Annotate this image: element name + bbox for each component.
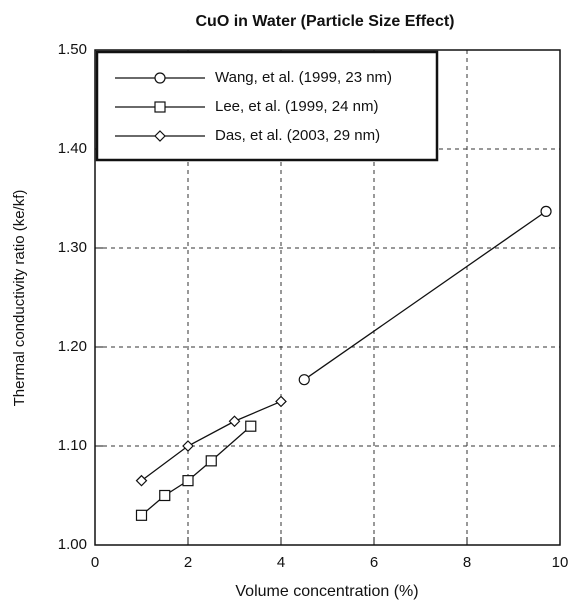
- marker: [135, 509, 148, 521]
- legend-marker: [154, 130, 166, 142]
- legend-marker: [154, 72, 166, 84]
- marker: [275, 395, 287, 408]
- y-tick-label: 1.50: [58, 41, 87, 58]
- series-line: [141, 425, 252, 516]
- series-line: [141, 400, 282, 482]
- legend-marker: [154, 101, 166, 113]
- y-tick-label: 1.10: [58, 437, 87, 454]
- marker: [228, 415, 241, 428]
- x-tick-label: 2: [184, 554, 192, 571]
- legend-box: [95, 50, 439, 162]
- y-tick-label: 1.00: [58, 536, 87, 553]
- marker: [540, 205, 552, 217]
- x-axis-label: Volume concentration (%): [235, 583, 418, 600]
- marker: [182, 475, 194, 487]
- chart-title: CuO in Water (Particle Size Effect): [195, 13, 454, 30]
- marker: [182, 440, 194, 452]
- x-tick-label: 6: [370, 554, 378, 571]
- marker: [245, 420, 257, 432]
- marker: [205, 455, 217, 467]
- y-tick-label: 1.20: [58, 338, 87, 355]
- y-axis-label: Thermal conductivity ratio (ke/kf): [11, 190, 28, 407]
- y-tick-label: 1.30: [58, 239, 87, 256]
- x-tick-label: 0: [91, 554, 99, 571]
- plot-frame: [94, 49, 561, 546]
- y-tick-label: 1.40: [58, 140, 87, 157]
- marker: [135, 474, 148, 487]
- x-tick-label: 10: [552, 554, 569, 571]
- marker: [298, 374, 310, 386]
- legend-label: Wang, et al. (1999, 23 nm): [215, 69, 392, 86]
- legend-label: Lee, et al. (1999, 24 nm): [215, 98, 378, 115]
- marker: [159, 489, 171, 502]
- x-tick-label: 8: [463, 554, 471, 571]
- legend-label: Das, et al. (2003, 29 nm): [215, 127, 380, 144]
- series-line: [303, 210, 547, 381]
- x-tick-label: 4: [277, 554, 285, 571]
